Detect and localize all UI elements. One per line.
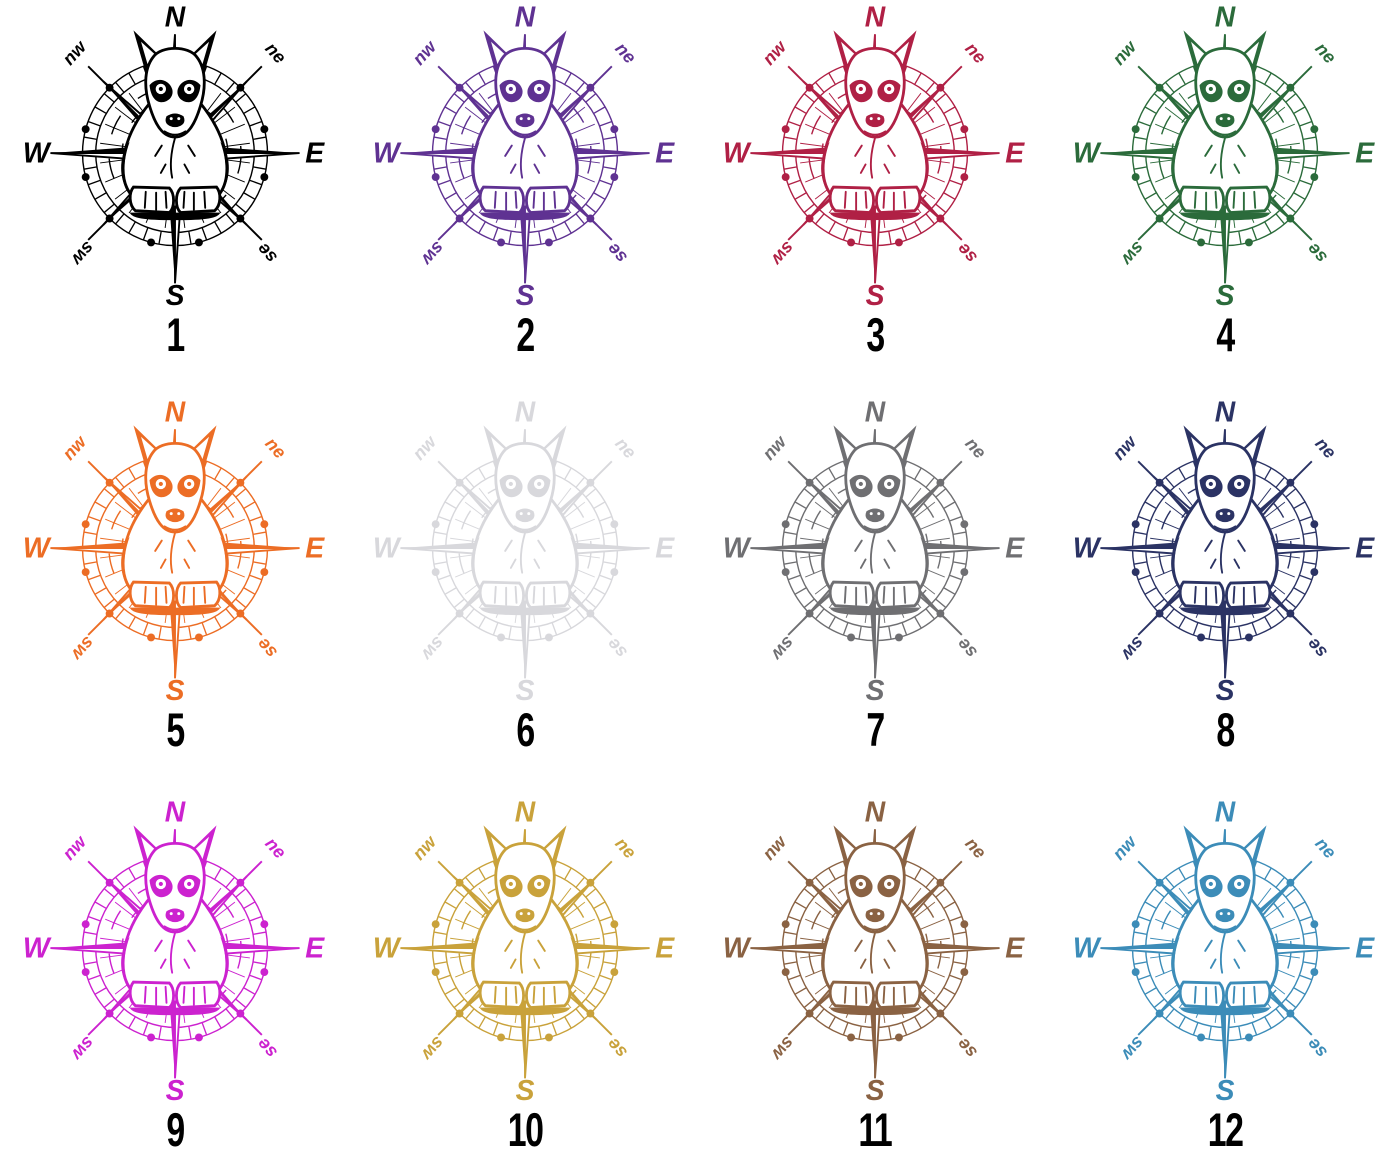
bull-terrier-compass-graphic <box>724 397 1026 703</box>
bull-terrier-compass-graphic <box>374 797 676 1103</box>
bull-terrier-compass-graphic <box>724 797 1026 1103</box>
bull-terrier-compass-graphic <box>1074 397 1376 703</box>
compass-variant-9: 9 <box>0 795 350 1172</box>
variant-number: 8 <box>1216 703 1235 756</box>
variant-number: 4 <box>1216 308 1235 361</box>
variant-number: 6 <box>516 703 535 756</box>
compass-variant-4: 4 <box>1050 0 1400 395</box>
variant-number: 10 <box>507 1103 544 1156</box>
compass-variant-10: 10 <box>350 795 700 1172</box>
bull-terrier-compass-graphic <box>374 2 676 308</box>
compass-variant-12: 12 <box>1050 795 1400 1172</box>
bull-terrier-compass-graphic <box>374 397 676 703</box>
variant-number: 5 <box>166 703 185 756</box>
variant-number: 12 <box>1207 1103 1244 1156</box>
compass-variant-11: 11 <box>700 795 1050 1172</box>
compass-variant-2: 2 <box>350 0 700 395</box>
variant-number: 7 <box>866 703 885 756</box>
bull-terrier-compass-graphic <box>24 797 326 1103</box>
compass-variant-5: 5 <box>0 395 350 795</box>
bull-terrier-compass-graphic <box>24 2 326 308</box>
compass-variant-3: 3 <box>700 0 1050 395</box>
variant-number: 11 <box>858 1103 893 1156</box>
variant-number: 2 <box>516 308 535 361</box>
variant-number: 3 <box>866 308 885 361</box>
bull-terrier-compass-graphic <box>24 397 326 703</box>
bull-terrier-compass-graphic <box>1074 797 1376 1103</box>
variant-number: 1 <box>166 308 185 361</box>
compass-variant-6: 6 <box>350 395 700 795</box>
bull-terrier-compass-graphic <box>724 2 1026 308</box>
bull-terrier-compass-graphic <box>1074 2 1376 308</box>
compass-variant-7: 7 <box>700 395 1050 795</box>
variant-number: 9 <box>166 1103 185 1156</box>
compass-variant-8: 8 <box>1050 395 1400 795</box>
compass-variant-1: 1 <box>0 0 350 395</box>
